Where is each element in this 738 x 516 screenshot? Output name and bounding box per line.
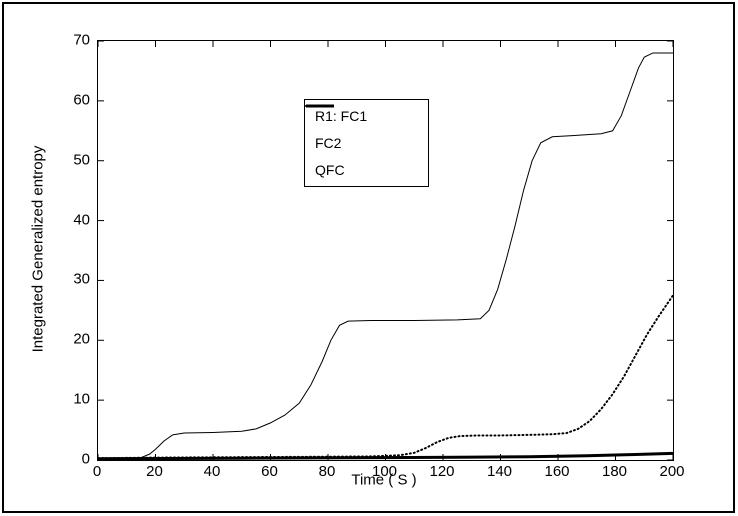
- plot-area[interactable]: R1: FC1 FC2 QFC: [97, 40, 674, 461]
- x-tick-label: 100: [371, 463, 398, 480]
- y-tick-label: 0: [81, 450, 90, 468]
- legend-entry: FC2: [306, 105, 418, 151]
- y-tick-label: 70: [73, 31, 90, 49]
- y-tick-label: 30: [73, 270, 90, 288]
- y-tick-label: 50: [73, 151, 90, 169]
- x-tick-label: 0: [92, 463, 102, 480]
- series-line-1: [98, 52, 673, 460]
- chart-canvas: [98, 41, 673, 460]
- x-tick-label: 80: [318, 463, 336, 480]
- legend[interactable]: R1: FC1 FC2 QFC: [304, 99, 429, 187]
- legend-label: QFC: [315, 162, 345, 178]
- series-line-0: [98, 294, 673, 460]
- x-tick-label: 20: [146, 463, 163, 480]
- legend-entry: QFC: [306, 104, 418, 178]
- x-tick-label: 120: [429, 463, 455, 480]
- x-tick-label: 160: [544, 463, 570, 480]
- x-tick-label: 140: [486, 463, 513, 480]
- y-axis-label: Integrated Generalized entropy: [29, 145, 47, 353]
- x-tick-label: 180: [601, 463, 628, 480]
- legend-label: R1: FC1: [315, 108, 368, 124]
- x-tick-label: 40: [203, 463, 221, 480]
- y-tick-label: 60: [73, 91, 90, 109]
- x-axis-label: Time ( S ): [351, 471, 417, 489]
- x-tick-label: 60: [261, 463, 278, 480]
- x-tick-label: 200: [659, 463, 685, 480]
- legend-line-sample: [306, 104, 334, 108]
- legend-label: FC2: [315, 135, 342, 151]
- series-line-2: [98, 451, 673, 460]
- y-tick-label: 40: [73, 211, 90, 229]
- y-tick-label: 20: [73, 330, 90, 348]
- y-tick-label: 10: [73, 390, 90, 408]
